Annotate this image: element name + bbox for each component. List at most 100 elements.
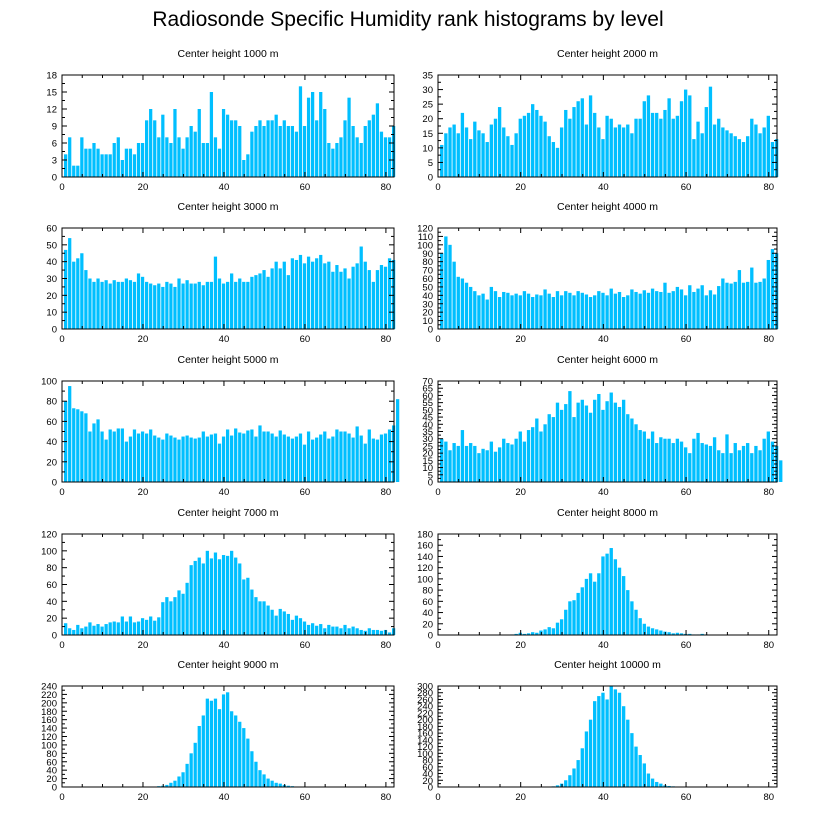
histogram-bar [92, 423, 96, 482]
histogram-bar [485, 142, 489, 177]
histogram-bar [290, 258, 295, 329]
histogram-bar [258, 425, 262, 482]
y-tick-label: 20 [46, 614, 57, 625]
histogram-bar [120, 160, 124, 177]
y-tick-label: 100 [417, 240, 433, 251]
histogram-bar [230, 435, 234, 482]
histogram-bar [564, 404, 568, 482]
histogram-bar [543, 424, 547, 482]
histogram-bar [278, 268, 282, 329]
histogram-bar [246, 738, 250, 787]
histogram-bar [646, 292, 651, 329]
histogram-bar [502, 438, 506, 482]
x-tick-label: 20 [138, 487, 149, 498]
histogram-bar [539, 115, 543, 177]
histogram-bar [84, 270, 88, 329]
histogram-bar [355, 263, 359, 329]
histogram-bar [250, 131, 254, 177]
y-tick-label: 60 [46, 580, 57, 591]
histogram-bar [387, 137, 392, 177]
panel-title: Center height 9000 m [178, 659, 279, 671]
histogram-bar [100, 154, 104, 177]
histogram-bar [193, 560, 197, 635]
x-tick-label: 20 [515, 792, 526, 803]
histogram-bar [104, 280, 108, 329]
histogram-bar [209, 281, 214, 329]
y-tick-label: 40 [422, 608, 433, 619]
histogram-bar [779, 460, 783, 482]
histogram-bar [128, 616, 133, 635]
y-tick-label: 110 [418, 232, 433, 243]
x-tick-label: 80 [763, 792, 774, 803]
histogram-bar [758, 133, 762, 177]
histogram-bar [270, 609, 274, 635]
histogram-bar [444, 133, 448, 177]
y-tick-label: 15 [422, 129, 433, 140]
histogram-bar [597, 573, 601, 635]
histogram-bar [646, 773, 651, 787]
bars [153, 692, 303, 788]
histogram-bar [80, 628, 84, 635]
histogram-bar [339, 137, 343, 177]
histogram-bar [531, 632, 535, 635]
histogram-bar [593, 399, 597, 482]
histogram-bar [181, 148, 185, 177]
histogram-bar [72, 165, 76, 177]
histogram-bar [262, 774, 266, 788]
histogram-bar [440, 253, 444, 329]
histogram-bar [145, 281, 149, 329]
histogram-bar [576, 760, 580, 787]
histogram-bar [306, 431, 311, 482]
histogram-bar [704, 295, 708, 329]
histogram-bar [766, 259, 770, 329]
histogram-bar [609, 548, 613, 635]
histogram-bar [306, 624, 311, 635]
histogram-bar [213, 552, 218, 635]
x-tick-label: 20 [138, 792, 149, 803]
histogram-bar [379, 131, 384, 177]
y-tick-label: 260 [417, 695, 433, 706]
histogram-bar [387, 632, 392, 635]
histogram-bar [547, 414, 551, 482]
histogram-bar [634, 746, 638, 787]
histogram-bar [286, 126, 290, 177]
histogram-bar [274, 114, 278, 177]
y-tick-label: 40 [422, 291, 433, 302]
histogram-bar [613, 559, 618, 635]
y-tick-label: 55 [422, 398, 433, 409]
histogram-bar [169, 601, 173, 635]
histogram-bar [72, 629, 76, 635]
histogram-bar [655, 291, 659, 330]
histogram-bar [104, 154, 108, 177]
histogram-bar [84, 626, 88, 635]
histogram-bar [327, 143, 331, 177]
histogram-bar [679, 441, 684, 482]
histogram-bar [238, 432, 242, 482]
histogram-bar [108, 154, 112, 177]
histogram-bar [189, 126, 193, 177]
histogram-bar [634, 118, 638, 177]
y-tick-label: 0 [428, 325, 433, 336]
histogram-bar [189, 565, 193, 635]
histogram-bar [580, 587, 584, 635]
panel-title: Center height 8000 m [557, 507, 658, 519]
histogram-bar [177, 776, 181, 787]
y-tick-label: 0 [428, 478, 433, 489]
histogram-bar [572, 600, 576, 635]
histogram-bar [278, 430, 282, 482]
histogram-bar [80, 253, 84, 329]
histogram-bar [351, 626, 355, 635]
histogram-bar [100, 431, 104, 482]
histogram-bar [655, 629, 659, 635]
y-tick-label: 80 [46, 749, 57, 760]
histogram-bar [568, 118, 572, 177]
histogram-bar [165, 433, 169, 482]
y-tick-label: 30 [46, 274, 57, 285]
histogram-bar [502, 291, 506, 329]
histogram-bar [630, 418, 634, 482]
histogram-bar [217, 709, 222, 787]
histogram-bar [197, 109, 201, 177]
histogram-panel-4: Center height 4000 m0 20 40 60 8001020304050… [417, 201, 779, 345]
histogram-bar [157, 283, 161, 329]
y-tick-label: 90 [422, 249, 433, 260]
